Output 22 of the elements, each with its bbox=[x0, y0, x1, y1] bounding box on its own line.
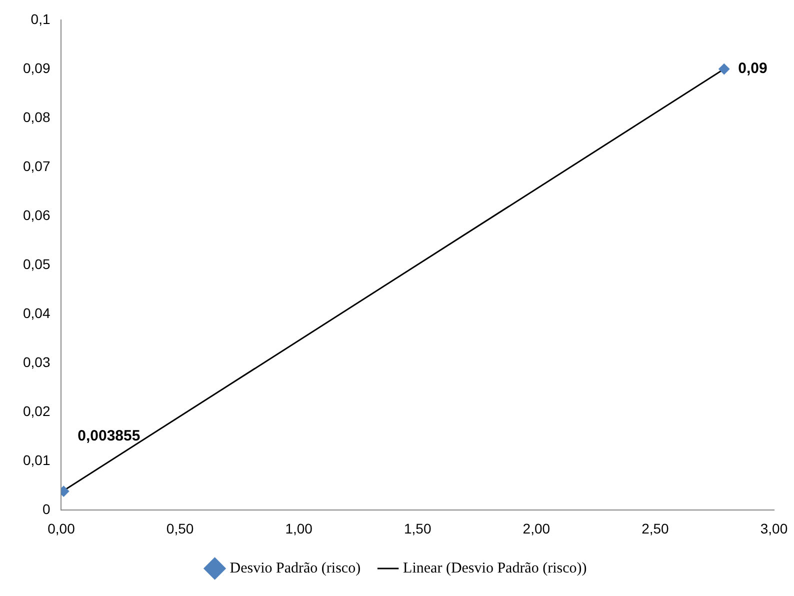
y-tick-label: 0,03 bbox=[23, 354, 50, 370]
y-tick-label: 0,06 bbox=[23, 206, 50, 223]
legend-label: Linear (Desvio Padrão (risco)) bbox=[403, 560, 587, 576]
x-tick-label: 1,50 bbox=[404, 520, 432, 536]
y-tick-label: 0,09 bbox=[23, 60, 50, 76]
x-tick-label: 2,50 bbox=[642, 520, 670, 536]
y-tick-label: 0,04 bbox=[23, 304, 50, 321]
data-label: 0,09 bbox=[738, 60, 768, 78]
x-tick-label: 2,00 bbox=[522, 520, 550, 536]
y-tick-label: 0,01 bbox=[23, 452, 50, 468]
x-tick-label: 1,00 bbox=[285, 520, 313, 536]
y-tick-label: 0,05 bbox=[23, 256, 50, 272]
data-label: 0,003855 bbox=[78, 427, 140, 444]
x-tick-label: 0,00 bbox=[48, 520, 76, 536]
y-tick-label: 0,07 bbox=[23, 158, 50, 174]
y-tick-label: 0 bbox=[42, 501, 50, 518]
y-tick-label: 0,02 bbox=[23, 403, 50, 420]
legend-label: Desvio Padrão (risco) bbox=[230, 560, 361, 576]
y-tick-label: 0,1 bbox=[30, 10, 50, 27]
y-tick-label: 0,08 bbox=[23, 108, 50, 125]
x-tick-label: 0,50 bbox=[166, 520, 194, 536]
x-tick-label: 3,00 bbox=[760, 520, 788, 536]
